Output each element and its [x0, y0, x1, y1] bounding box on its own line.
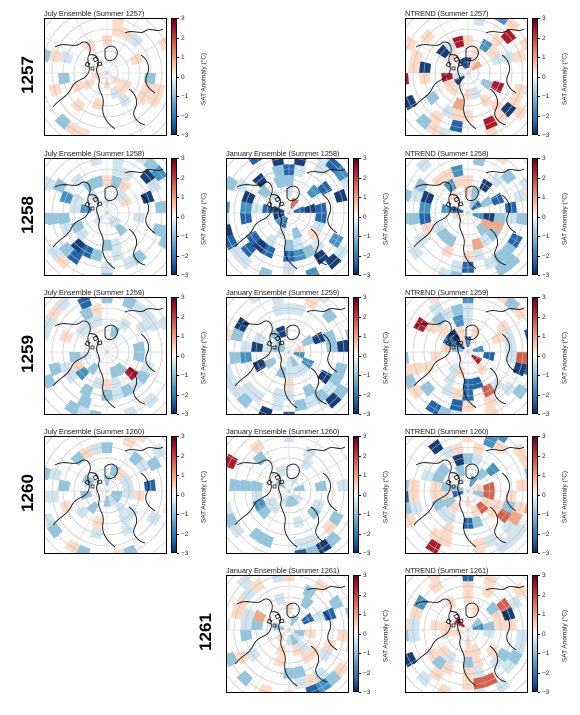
colorbar-label: SAT Anomaly (°C) — [561, 470, 569, 524]
panel-title: NTREND (Summer 1257) — [405, 9, 489, 18]
panel-title: NTREND (Summer 1261) — [405, 566, 489, 575]
map-panel: January Ensemble (Summer 1258) 3 2 1 0 −1 −2 −3… — [226, 149, 406, 279]
colorbar-label: SAT Anomaly (°C) — [200, 52, 208, 106]
polar-map — [226, 575, 349, 693]
colorbar-ticks: 3 2 1 0 −1 −2 −3 — [538, 15, 550, 139]
polar-map — [405, 575, 528, 693]
panel-title: January Ensemble (Summer 1258) — [226, 149, 340, 158]
map-panel: NTREND (Summer 1260) 3 2 1 0 −1 −2 −3 SAT Anomal… — [405, 427, 580, 557]
panel-title: July Ensemble (Summer 1258) — [44, 149, 145, 158]
polar-map — [405, 18, 528, 136]
colorbar-label: SAT Anomaly (°C) — [382, 192, 390, 246]
map-panel: July Ensemble (Summer 1257) 3 2 1 0 −1 −2 −3 SAT… — [44, 9, 224, 139]
colorbar — [353, 158, 359, 275]
colorbar-ticks: 3 2 1 0 −1 −2 −3 — [359, 294, 371, 418]
polar-map — [226, 436, 349, 554]
map-panel: July Ensemble (Summer 1260) 3 2 1 0 −1 −2 −3 SAT… — [44, 427, 224, 557]
panel-title: January Ensemble (Summer 1260) — [226, 427, 340, 436]
panel-title: January Ensemble (Summer 1261) — [226, 566, 340, 575]
map-panel: January Ensemble (Summer 1260) 3 2 1 0 −1 −2 −3… — [226, 427, 406, 557]
map-panel: NTREND (Summer 1258) 3 2 1 0 −1 −2 −3 SAT Anomal… — [405, 149, 580, 279]
colorbar-label: SAT Anomaly (°C) — [382, 331, 390, 385]
map-panel: NTREND (Summer 1257) 3 2 1 0 −1 −2 −3 SAT Anomal… — [405, 9, 580, 139]
colorbar-label: SAT Anomaly (°C) — [561, 609, 569, 663]
colorbar — [353, 436, 359, 553]
polar-map — [44, 436, 167, 554]
map-panel: July Ensemble (Summer 1259) 3 2 1 0 −1 −2 −3 SAT… — [44, 288, 224, 418]
row-label-1260: 1260 — [18, 474, 37, 512]
row-label-1259: 1259 — [18, 335, 37, 373]
colorbar-ticks: 3 2 1 0 −1 −2 −3 — [177, 15, 189, 139]
map-panel: July Ensemble (Summer 1258) 3 2 1 0 −1 −2 −3 SAT… — [44, 149, 224, 279]
panel-title: NTREND (Summer 1260) — [405, 427, 489, 436]
polar-map — [226, 297, 349, 415]
colorbar-ticks: 3 2 1 0 −1 −2 −3 — [177, 294, 189, 418]
panel-title: July Ensemble (Summer 1257) — [44, 9, 145, 18]
colorbar-ticks: 3 2 1 0 −1 −2 −3 — [359, 572, 371, 696]
colorbar-label: SAT Anomaly (°C) — [200, 470, 208, 524]
colorbar-ticks: 3 2 1 0 −1 −2 −3 — [538, 294, 550, 418]
map-panel: January Ensemble (Summer 1261) 3 2 1 0 −1 −2 −3… — [226, 566, 406, 696]
colorbar — [171, 18, 177, 135]
colorbar-label: SAT Anomaly (°C) — [382, 470, 390, 524]
colorbar-ticks: 3 2 1 0 −1 −2 −3 — [177, 155, 189, 279]
panel-title: July Ensemble (Summer 1259) — [44, 288, 145, 297]
colorbar — [532, 297, 538, 414]
polar-map — [44, 18, 167, 136]
polar-map — [226, 158, 349, 276]
row-label-1258: 1258 — [18, 196, 37, 234]
colorbar-ticks: 3 2 1 0 −1 −2 −3 — [359, 155, 371, 279]
colorbar-ticks: 3 2 1 0 −1 −2 −3 — [538, 433, 550, 557]
colorbar-label: SAT Anomaly (°C) — [200, 192, 208, 246]
polar-map — [44, 297, 167, 415]
colorbar-ticks: 3 2 1 0 −1 −2 −3 — [359, 433, 371, 557]
colorbar — [532, 436, 538, 553]
colorbar — [532, 575, 538, 692]
polar-map — [44, 158, 167, 276]
colorbar — [353, 575, 359, 692]
colorbar-ticks: 3 2 1 0 −1 −2 −3 — [538, 572, 550, 696]
colorbar — [532, 158, 538, 275]
polar-map — [405, 436, 528, 554]
colorbar — [171, 436, 177, 553]
panel-title: July Ensemble (Summer 1260) — [44, 427, 145, 436]
colorbar-ticks: 3 2 1 0 −1 −2 −3 — [538, 155, 550, 279]
panel-title: January Ensemble (Summer 1259) — [226, 288, 340, 297]
row-label-1257: 1257 — [18, 56, 37, 94]
polar-map — [405, 158, 528, 276]
colorbar — [171, 158, 177, 275]
colorbar-label: SAT Anomaly (°C) — [561, 331, 569, 385]
panel-title: NTREND (Summer 1259) — [405, 288, 489, 297]
colorbar-ticks: 3 2 1 0 −1 −2 −3 — [177, 433, 189, 557]
colorbar — [532, 18, 538, 135]
map-panel: January Ensemble (Summer 1259) 3 2 1 0 −1 −2 −3… — [226, 288, 406, 418]
row-label-1261: 1261 — [196, 613, 215, 651]
panel-title: NTREND (Summer 1258) — [405, 149, 489, 158]
colorbar-label: SAT Anomaly (°C) — [382, 609, 390, 663]
map-panel: NTREND (Summer 1259) 3 2 1 0 −1 −2 −3 SAT Anomal… — [405, 288, 580, 418]
polar-map — [405, 297, 528, 415]
colorbar-label: SAT Anomaly (°C) — [561, 52, 569, 106]
colorbar-label: SAT Anomaly (°C) — [200, 331, 208, 385]
colorbar-label: SAT Anomaly (°C) — [561, 192, 569, 246]
colorbar — [171, 297, 177, 414]
colorbar — [353, 297, 359, 414]
map-panel: NTREND (Summer 1261) 3 2 1 0 −1 −2 −3 SAT Anomal… — [405, 566, 580, 696]
